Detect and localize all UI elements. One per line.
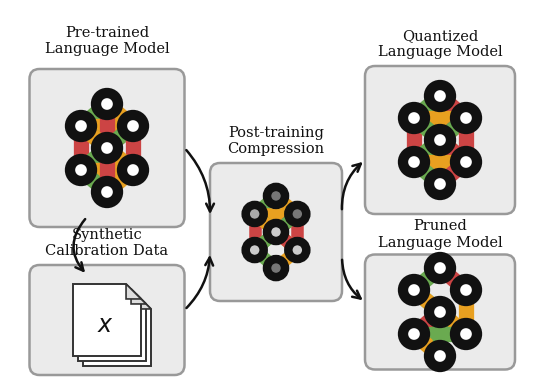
Circle shape: [246, 241, 264, 259]
Polygon shape: [78, 289, 146, 361]
Circle shape: [429, 345, 451, 367]
Circle shape: [267, 223, 285, 241]
Text: Pre-trained
Language Model: Pre-trained Language Model: [45, 26, 169, 56]
Circle shape: [455, 107, 477, 129]
Circle shape: [429, 129, 451, 151]
Circle shape: [96, 181, 118, 203]
Polygon shape: [131, 289, 146, 304]
Text: $x$: $x$: [97, 314, 113, 336]
Circle shape: [403, 107, 425, 129]
FancyBboxPatch shape: [29, 69, 184, 227]
Circle shape: [70, 159, 92, 181]
Circle shape: [403, 279, 425, 301]
FancyBboxPatch shape: [365, 254, 515, 370]
Text: Quantized
Language Model: Quantized Language Model: [378, 29, 502, 59]
Circle shape: [288, 205, 306, 223]
Circle shape: [246, 205, 264, 223]
Polygon shape: [126, 284, 141, 299]
Circle shape: [429, 85, 451, 107]
Text: Synthetic
Calibration Data: Synthetic Calibration Data: [45, 228, 168, 258]
Circle shape: [288, 241, 306, 259]
Circle shape: [122, 115, 144, 137]
FancyBboxPatch shape: [210, 163, 342, 301]
Text: Post-training
Compression: Post-training Compression: [227, 126, 325, 156]
Circle shape: [455, 279, 477, 301]
Circle shape: [429, 173, 451, 195]
Circle shape: [455, 151, 477, 173]
Circle shape: [96, 93, 118, 115]
Polygon shape: [136, 294, 151, 309]
Circle shape: [429, 301, 451, 323]
Circle shape: [429, 257, 451, 279]
Circle shape: [267, 259, 285, 277]
Circle shape: [455, 323, 477, 345]
Circle shape: [96, 137, 118, 159]
Circle shape: [403, 151, 425, 173]
Polygon shape: [73, 284, 141, 356]
FancyBboxPatch shape: [29, 265, 184, 375]
Text: Pruned
Language Model: Pruned Language Model: [378, 220, 502, 250]
Circle shape: [403, 323, 425, 345]
Polygon shape: [83, 294, 151, 366]
Circle shape: [70, 115, 92, 137]
Circle shape: [267, 187, 285, 205]
FancyBboxPatch shape: [365, 66, 515, 214]
Circle shape: [122, 159, 144, 181]
